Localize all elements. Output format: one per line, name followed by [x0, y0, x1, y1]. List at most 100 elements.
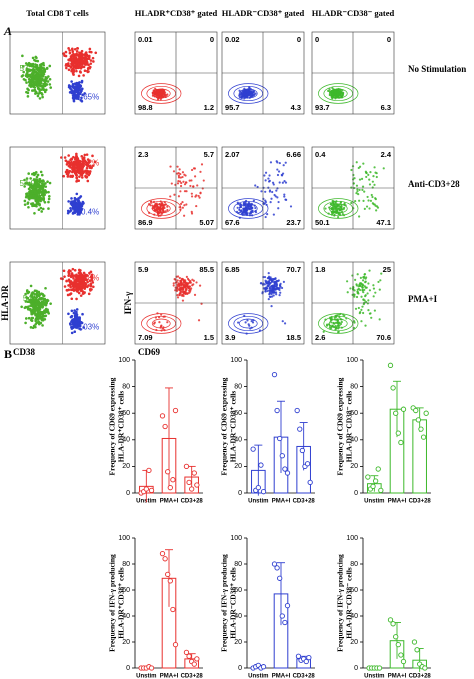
event-dot [360, 295, 363, 298]
event-dot [335, 210, 338, 213]
event-dot [70, 91, 74, 95]
quadrant-percentage: 70.7 [286, 265, 301, 274]
event-dot [360, 308, 363, 312]
event-dot [69, 207, 72, 210]
event-dot [178, 206, 181, 209]
event-dot [76, 170, 80, 174]
event-dot [354, 278, 357, 281]
event-dot [369, 171, 372, 174]
y-tick-label: 80 [234, 561, 242, 568]
event-dot [34, 59, 38, 63]
event-dot [24, 321, 27, 325]
event-dot [334, 94, 337, 97]
event-dot [82, 160, 85, 163]
event-dot [278, 287, 281, 290]
event-dot [73, 66, 77, 69]
event-dot [66, 209, 70, 213]
event-dot [63, 285, 67, 288]
event-dot [34, 63, 37, 66]
quadrant-percentage: 86.9 [138, 218, 153, 227]
y-axis-label: HLA-DR⁻CD38⁺ cells [229, 391, 238, 463]
event-dot [81, 283, 84, 286]
event-dot [260, 190, 263, 193]
event-dot [268, 179, 271, 182]
event-dot [177, 174, 180, 177]
y-tick-label: 0 [238, 665, 242, 672]
quadrant-percentage: 5.07 [199, 218, 214, 227]
event-dot [33, 70, 37, 73]
data-point [159, 550, 166, 557]
event-dot [41, 324, 44, 327]
contour [328, 88, 348, 99]
event-dot [70, 89, 74, 92]
event-dot [251, 91, 254, 94]
event-dot [69, 323, 72, 326]
event-dot [45, 66, 49, 70]
event-dot [88, 172, 92, 175]
event-dot [32, 307, 35, 310]
column-header: HLADR⁻CD38⁻ gated [312, 8, 395, 18]
event-dot [75, 203, 79, 207]
event-dot [65, 66, 68, 70]
contour [318, 83, 359, 104]
quadrant-percentage: 25 [383, 265, 391, 274]
event-dot [169, 195, 172, 198]
event-dot [177, 195, 181, 198]
event-dot [246, 89, 249, 93]
event-dot [183, 214, 186, 217]
event-dot [36, 94, 40, 98]
event-dot [60, 156, 63, 159]
event-dot [373, 166, 376, 169]
contour [228, 83, 269, 104]
plot-frame [9, 31, 106, 115]
event-dot [73, 203, 77, 207]
event-dot [166, 93, 169, 96]
event-dot [76, 97, 80, 100]
y-tick-label: 80 [350, 561, 358, 568]
event-dot [202, 179, 205, 182]
data-point [400, 658, 407, 665]
event-dot [40, 62, 44, 66]
data-point [299, 447, 306, 454]
event-dot [176, 293, 179, 297]
event-dot [275, 189, 278, 192]
event-dot [335, 205, 338, 208]
event-dot [358, 199, 361, 202]
event-dot [89, 284, 93, 288]
event-dot [46, 299, 50, 302]
y-tick-label: 20 [122, 639, 130, 646]
event-dot [246, 213, 249, 216]
event-dot [41, 301, 44, 305]
y-axis-label: Frequency of CD69 expressing [336, 377, 345, 475]
data-point [260, 489, 267, 495]
event-dot [37, 80, 41, 84]
event-dot [41, 293, 45, 296]
event-dot [78, 208, 81, 212]
event-dot [83, 61, 87, 64]
quadrant-percentage: 23.7 [286, 218, 301, 227]
event-dot [68, 283, 72, 287]
event-dot [285, 198, 288, 202]
event-dot [357, 306, 360, 310]
event-dot [73, 47, 77, 51]
event-dot [179, 202, 183, 205]
event-dot [176, 296, 180, 299]
event-dot [63, 275, 66, 278]
event-dot [350, 168, 353, 172]
event-dot [86, 163, 89, 167]
quadrant-percentage: 4.3 [291, 103, 301, 112]
event-dot [271, 286, 274, 289]
event-dot [71, 166, 75, 169]
event-dot [185, 287, 188, 291]
event-dot [182, 290, 185, 294]
event-dot [199, 191, 202, 194]
event-dot [63, 156, 67, 159]
event-dot [27, 77, 31, 81]
event-dot [81, 292, 85, 295]
event-dot [362, 298, 365, 301]
event-dot [41, 306, 44, 309]
event-dot [176, 285, 179, 288]
event-dot [36, 59, 40, 63]
event-dot [71, 61, 75, 65]
event-dot [28, 197, 31, 201]
